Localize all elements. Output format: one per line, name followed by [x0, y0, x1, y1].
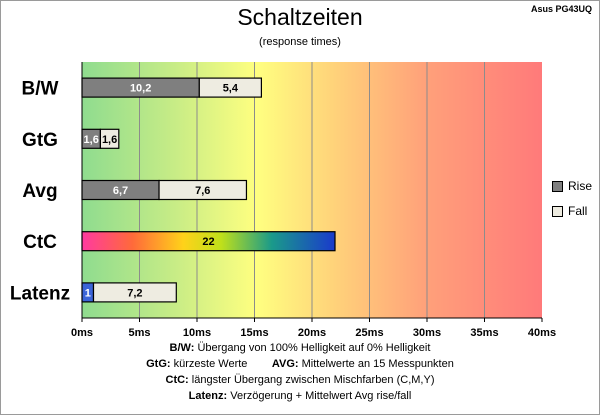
bar-fall-label: 5,4 — [223, 83, 239, 95]
bar-rise-label: 1,6 — [84, 134, 99, 146]
bar-rise-label: 6,7 — [113, 185, 128, 197]
bar-fall-label: 1,6 — [102, 134, 117, 146]
legend-swatch — [552, 205, 563, 217]
bar-fall-label: 7,2 — [127, 287, 142, 299]
x-tick-label: 40ms — [528, 327, 556, 339]
legend: Rise Fall — [552, 178, 592, 228]
chart-title: Schaltzeiten — [237, 4, 363, 30]
bar-rise-label: 22 — [202, 236, 214, 248]
note-text: Verzögerung + Mittelwert Avg rise/fall — [227, 390, 412, 402]
monitor-model-label: Asus PG43UQ — [530, 4, 592, 14]
legend-label: Fall — [568, 204, 588, 218]
bars-group: 10,2 5,4 1,6 1,6 6,7 7,6 22 1 7,2 — [81, 77, 336, 303]
bar-fall-label: 7,6 — [195, 185, 210, 197]
legend-item-fall: Fall — [552, 203, 592, 219]
x-tick-label: 25ms — [355, 327, 383, 339]
bar-rise — [81, 231, 336, 252]
note-key: AVG: — [271, 358, 299, 370]
chart-subtitle: (response times) — [259, 36, 341, 48]
bar-fall — [99, 128, 120, 149]
x-tick-label: 5ms — [128, 327, 150, 339]
category-label: GtG — [22, 130, 58, 151]
x-tick-label: 30ms — [413, 327, 441, 339]
bar-fall — [198, 77, 263, 98]
x-tick-label: 10ms — [183, 327, 211, 339]
x-tick-label: 0ms — [71, 327, 93, 339]
category-label: Latenz — [10, 283, 70, 304]
notes-block: B/W: Übergang von 100% Helligkeit auf 0%… — [0, 340, 600, 404]
note-line: Latenz: Verzögerung + Mittelwert Avg ris… — [0, 388, 600, 404]
note-key: GtG: — [146, 358, 171, 370]
bar-fall — [158, 179, 248, 201]
note-text: längster Übergang zwischen Mischfarben (… — [188, 374, 435, 386]
x-tick-label: 35ms — [470, 327, 498, 339]
x-tick-label: 20ms — [298, 327, 326, 339]
category-label: CtC — [23, 232, 57, 253]
bar-fall — [92, 282, 177, 303]
note-line: CtC: längster Übergang zwischen Mischfar… — [0, 372, 600, 388]
x-tick-labels: 0ms 5ms 10ms 15ms 20ms 25ms 30ms 35ms 40ms — [71, 327, 556, 339]
note-text: kürzeste Werte — [170, 358, 272, 370]
note-key: Latenz: — [188, 390, 228, 402]
note-key: B/W: — [169, 342, 195, 354]
category-label: B/W — [22, 79, 59, 100]
note-line: B/W: Übergang von 100% Helligkeit auf 0%… — [0, 340, 600, 356]
note-text: Übergang von 100% Helligkeit auf 0% Hell… — [194, 342, 431, 354]
legend-swatch — [552, 180, 563, 192]
bar-rise-label: 10,2 — [130, 83, 151, 95]
note-key: CtC: — [165, 374, 189, 386]
category-label: Avg — [22, 181, 57, 202]
category-labels: B/W GtG Avg CtC Latenz — [10, 79, 70, 305]
x-tick-label: 15ms — [240, 327, 268, 339]
note-text: Mittelwerte an 15 Messpunkten — [298, 358, 454, 370]
note-line: GtG: kürzeste Werte AVG: Mittelwerte an … — [0, 356, 600, 372]
bar-rise-label: 1 — [85, 287, 91, 299]
legend-label: Rise — [568, 179, 593, 193]
legend-item-rise: Rise — [552, 178, 592, 194]
